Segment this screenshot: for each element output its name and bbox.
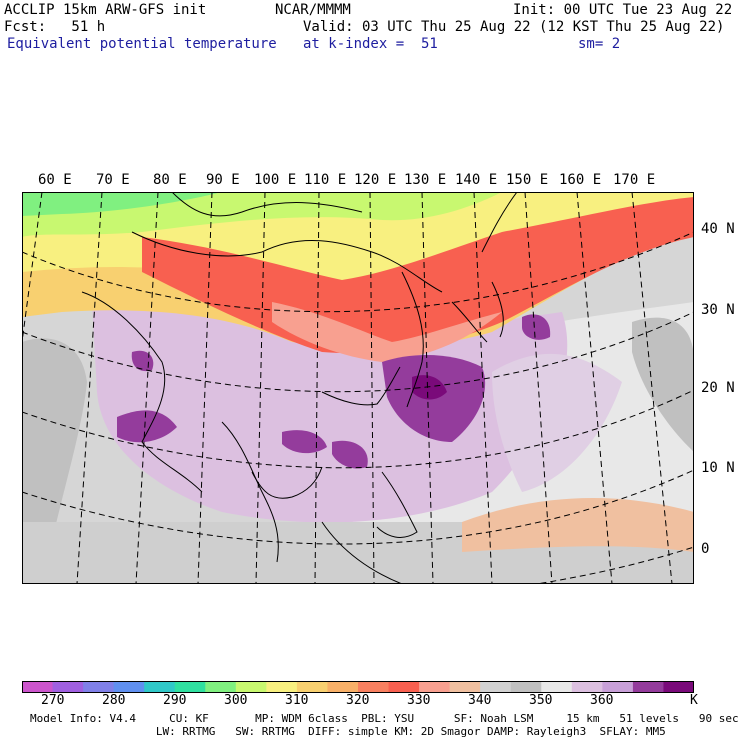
legend-label: 320: [346, 693, 370, 708]
legend-label: 280: [102, 693, 126, 708]
lon-label: 60 E: [38, 172, 72, 188]
humid-core: [117, 410, 177, 443]
legend-swatch: [358, 681, 390, 693]
dry-region: [632, 317, 694, 452]
lat-label: 30 N: [701, 302, 735, 318]
valid-time: Valid: 03 UTC Thu 25 Aug 22 (12 KST Thu …: [303, 19, 725, 35]
lon-label: 160 E: [559, 172, 602, 188]
legend-swatch: [480, 681, 512, 693]
humid-region: [92, 296, 568, 523]
theta-e-map: [22, 192, 694, 584]
legend-swatch: [174, 681, 206, 693]
lat-label: 10 N: [701, 460, 735, 476]
legend-swatch: [266, 681, 298, 693]
humid-region: [492, 353, 622, 492]
legend-swatch: [571, 681, 603, 693]
smoothing: sm= 2: [578, 36, 621, 52]
lat-label: 20 N: [701, 380, 735, 396]
level-index: at k-index = 51: [303, 36, 438, 52]
legend-unit: K: [690, 693, 698, 708]
legend-swatch: [388, 681, 420, 693]
coastlines: [81, 192, 518, 584]
org-label: NCAR/MMMM: [275, 2, 351, 18]
model-title: ACCLIP 15km ARW-GFS init: [4, 2, 207, 18]
lat-label: 40 N: [701, 221, 735, 237]
legend-label: 330: [407, 693, 431, 708]
model-info-line1: Model Info: V4.4 CU: KF MP: WDM 6class P…: [30, 712, 739, 725]
color-legend: [22, 681, 694, 693]
legend-swatch: [22, 681, 54, 693]
legend-frame: [22, 681, 694, 693]
lon-label: 170 E: [613, 172, 656, 188]
legend-swatch: [663, 681, 694, 693]
init-time: Init: 00 UTC Tue 23 Aug 22: [513, 2, 733, 18]
graticule: [22, 192, 694, 584]
legend-label: 350: [529, 693, 553, 708]
legend-swatch: [602, 681, 634, 693]
legend-swatch: [113, 681, 145, 693]
lon-label: 80 E: [153, 172, 187, 188]
legend-swatch: [52, 681, 84, 693]
model-info-line2: LW: RRTMG SW: RRTMG DIFF: simple KM: 2D …: [30, 725, 666, 738]
legend-swatch: [296, 681, 329, 693]
front-band: [272, 302, 502, 362]
legend-swatch: [419, 681, 451, 693]
forecast-hour: Fcst: 51 h: [4, 19, 106, 35]
lon-label: 70 E: [96, 172, 130, 188]
warm-ocean: [462, 498, 694, 552]
legend-swatch: [510, 681, 542, 693]
legend-swatch: [327, 681, 359, 693]
legend-swatch: [541, 681, 573, 693]
legend-label: 310: [285, 693, 309, 708]
legend-label: 300: [224, 693, 248, 708]
legend-swatch: [632, 681, 665, 693]
lon-label: 120 E: [354, 172, 397, 188]
legend-swatch: [205, 681, 237, 693]
legend-swatch: [83, 681, 115, 693]
legend-swatch: [235, 681, 267, 693]
lon-label: 130 E: [404, 172, 447, 188]
lon-label: 150 E: [506, 172, 549, 188]
legend-swatch: [144, 681, 176, 693]
legend-label: 340: [468, 693, 492, 708]
lon-label: 90 E: [206, 172, 240, 188]
legend-label: 360: [590, 693, 614, 708]
lon-label: 110 E: [304, 172, 347, 188]
map-frame: [22, 192, 694, 584]
legend-label: 290: [163, 693, 187, 708]
lon-label: 140 E: [455, 172, 498, 188]
humid-core: [522, 314, 551, 340]
humid-core: [282, 430, 327, 454]
legend-label: 270: [41, 693, 65, 708]
humid-core: [412, 375, 447, 400]
field-name: Equivalent potential temperature: [7, 36, 277, 52]
lat-label: 0: [701, 541, 710, 557]
humid-core: [332, 440, 368, 469]
lon-label: 100 E: [254, 172, 297, 188]
legend-swatch: [449, 681, 481, 693]
cold-band: [22, 192, 222, 216]
